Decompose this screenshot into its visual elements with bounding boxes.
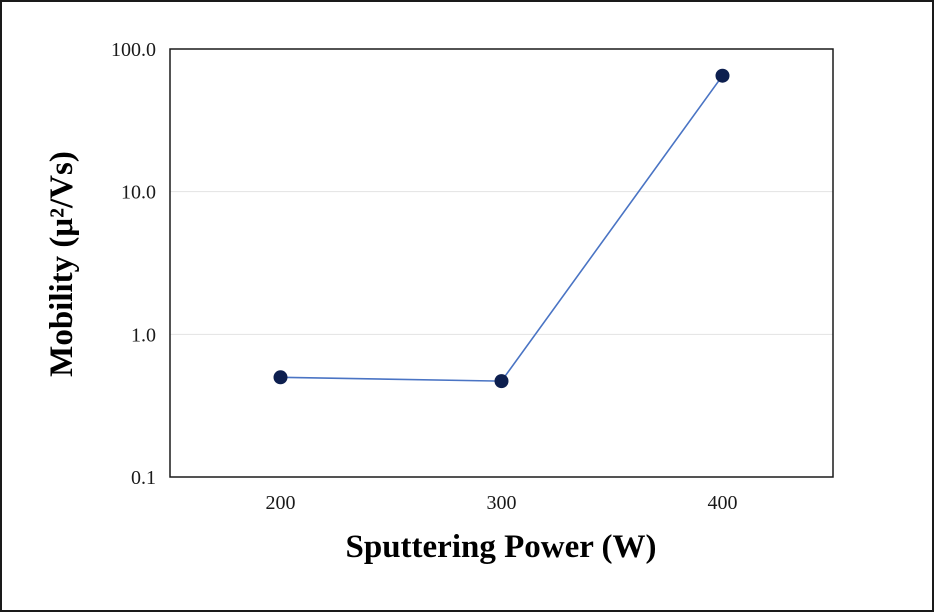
y-tick-label: 100.0 [111,39,156,61]
series-line [280,75,724,382]
x-tick-label: 300 [487,492,517,514]
y-axis-ticks: 0.1 1.0 10.0 100.0 [111,39,156,489]
data-point [494,374,509,389]
y-tick-label: 0.1 [131,467,156,489]
y-axis-title: Mobility (μ²/Vs) [44,151,80,377]
plot-area [169,48,834,478]
y-tick-label: 10.0 [121,182,156,204]
y-tick-label: 1.0 [131,324,156,346]
x-tick-label: 200 [266,492,296,514]
data-point [715,68,730,83]
data-point [273,370,288,385]
x-axis-title: Sputtering Power (W) [345,529,656,565]
x-axis-ticks: 200 300 400 [266,492,738,514]
series-layer [273,68,730,389]
x-tick-label: 400 [708,492,738,514]
gridlines [170,191,833,335]
